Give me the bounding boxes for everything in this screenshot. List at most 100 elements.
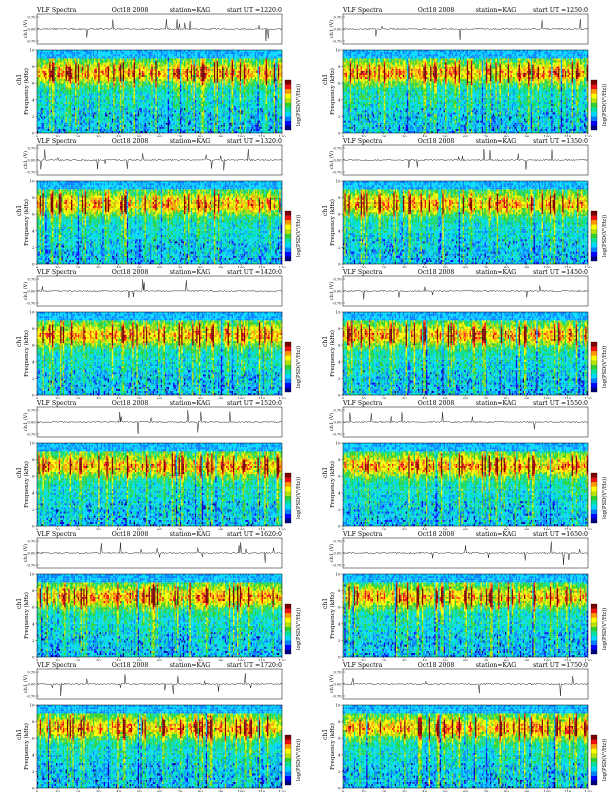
waveform-ytick-label: -0.70 [332,432,342,436]
panel-station: station=KAG [476,138,517,145]
colorbar-segment [591,125,597,130]
panel-date: Oct18 2008 [418,138,455,145]
panel-title: VLF Spectra [342,662,383,669]
colorbar-segment [285,487,291,492]
colorbar-segment [285,473,291,478]
colorbar-segment [591,387,597,392]
colorbar-segment [285,636,291,641]
spectrogram-image [343,574,588,657]
frequency-ylabel: Frequency (kHz) [23,330,30,377]
frequency-ytick-label: 0 [32,786,35,791]
colorbar-segment [285,360,291,365]
frequency-ytick-label: 6 [338,474,341,479]
frequency-ytick-label: 2 [338,638,341,643]
frequency-ylabel: Frequency (kHz) [23,199,30,246]
frequency-ytick-label: 4 [32,752,35,757]
waveform-frame [37,276,282,306]
colorbar-segment [591,491,597,496]
colorbar-segment [591,749,597,754]
frequency-ytick-label: 0 [32,524,35,529]
colorbar-label: log(PSD(V²/Hz)) [295,215,302,257]
colorbar-segment [285,482,291,487]
colorbar-segment [285,103,291,108]
colorbar-segment [285,500,291,505]
frequency-ytick-label: 6 [32,343,35,348]
panel-station: station=KAG [170,269,211,276]
colorbar-segment [285,247,291,252]
panel-start-time: start UT =1420:0 [227,269,282,276]
colorbar-segment [591,121,597,126]
colorbar-segment [285,387,291,392]
frequency-ytick-label: 10 [335,179,341,184]
colorbar-segment [285,216,291,221]
panel-date: Oct18 2008 [112,400,149,407]
colorbar-segment [591,744,597,749]
colorbar-segment [285,640,291,645]
colorbar-segment [285,383,291,388]
colorbar-segment [591,618,597,623]
panel-date: Oct18 2008 [112,269,149,276]
colorbar-segment [285,112,291,117]
frequency-ytick-label: 2 [32,769,35,774]
frequency-ytick-label: 2 [338,769,341,774]
colorbar-segment [591,631,597,636]
vlf-spectrogram-panel: VLF Spectra Oct18 2008 station=KAG start UT… [306,268,612,399]
colorbar-segment [591,85,597,90]
waveform-ytick-label: 0.70 [27,146,36,150]
colorbar-segment [591,771,597,776]
frequency-ytick-label: 0 [32,131,35,136]
channel-label: ch1 [16,336,23,347]
frequency-ylabel: Frequency (kHz) [23,592,30,639]
colorbar-segment [591,627,597,632]
panel-title: VLF Spectra [36,269,77,276]
colorbar-segment [591,509,597,514]
waveform-ytick-label: 0.70 [333,670,342,674]
vlf-spectrogram-panel: VLF Spectra Oct18 2008 station=KAG start UT… [0,137,306,268]
panel-start-time: start UT =1720:0 [227,662,282,669]
colorbar-segment [591,116,597,121]
channel-label: ch1 [322,598,329,609]
colorbar-segment [591,735,597,740]
vlf-spectrogram-panel: VLF Spectra Oct18 2008 station=KAG start UT… [0,661,306,792]
colorbar-segment [591,753,597,758]
colorbar-segment [285,749,291,754]
frequency-ytick-label: 2 [32,376,35,381]
vlf-spectrogram-panel: VLF Spectra Oct18 2008 station=KAG start UT… [306,6,612,137]
colorbar-label: log(PSD(V²/Hz)) [295,739,302,781]
colorbar-segment [591,649,597,654]
colorbar-segment [285,478,291,483]
frequency-ytick-label: 10 [335,572,341,577]
colorbar-segment [285,753,291,758]
colorbar-segment [591,640,597,645]
frequency-ytick-label: 10 [335,310,341,315]
colorbar-label: log(PSD(V²/Hz)) [295,84,302,126]
colorbar-segment [285,496,291,501]
waveform-ylabel: ch1 (V) [22,544,29,562]
colorbar-segment [285,125,291,130]
colorbar-segment [591,496,597,501]
colorbar-segment [285,80,291,85]
colorbar-segment [591,613,597,618]
colorbar-segment [285,613,291,618]
colorbar-label: log(PSD(V²/Hz)) [601,608,608,650]
waveform-ytick-label: 0.70 [333,408,342,412]
frequency-ytick-label: 10 [335,48,341,53]
colorbar-segment [591,740,597,745]
panel-title: VLF Spectra [36,7,77,14]
vlf-spectrogram-panel: VLF Spectra Oct18 2008 station=KAG start UT… [306,137,612,268]
colorbar-segment [591,256,597,261]
panel-start-time: start UT =1350:0 [533,138,588,145]
panel-date: Oct18 2008 [418,531,455,538]
colorbar-segment [591,243,597,248]
colorbar-segment [285,229,291,234]
panel-station: station=KAG [170,138,211,145]
waveform-ylabel: ch1 (V) [328,675,335,693]
panel-station: station=KAG [476,269,517,276]
frequency-ytick-label: 8 [32,64,35,69]
frequency-ytick-label: 2 [32,638,35,643]
colorbar-segment [591,103,597,108]
colorbar-segment [591,505,597,510]
colorbar-segment [591,780,597,785]
colorbar-segment [285,220,291,225]
colorbar-segment [591,762,597,767]
